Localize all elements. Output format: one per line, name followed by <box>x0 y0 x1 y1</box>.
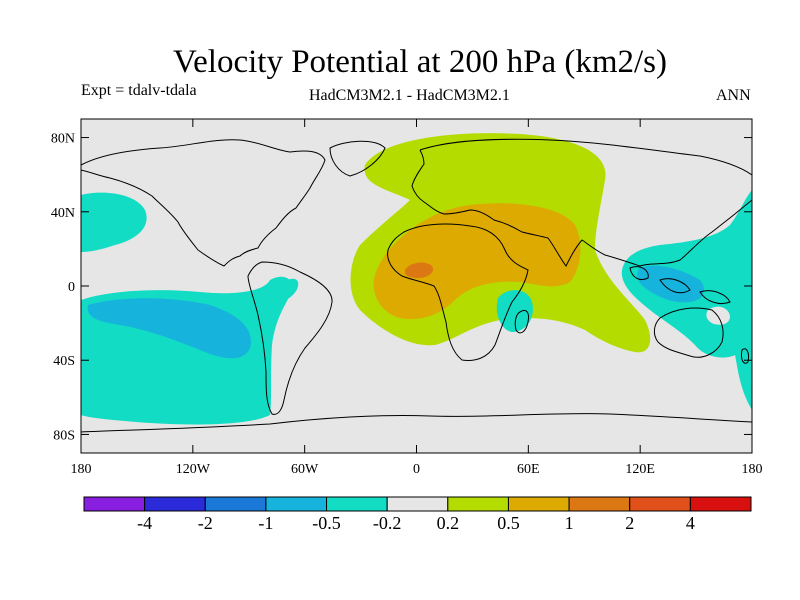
colorbar-swatch <box>568 496 631 512</box>
lon-tick-label: 120W <box>176 462 211 477</box>
lon-tick-label: 60W <box>291 462 319 477</box>
colorbar-swatch <box>265 496 328 512</box>
colorbar-swatch <box>83 496 146 512</box>
lon-tick-label: 0 <box>413 462 420 477</box>
colorbar-label: 1 <box>565 513 574 533</box>
lon-tick-label: 60E <box>517 462 540 477</box>
moderate-negative-region-west-pacific <box>637 265 705 303</box>
neutral-hole-west-pacific <box>706 306 730 325</box>
lon-tick-label: 120E <box>625 462 655 477</box>
colorbar-label: -1 <box>258 513 273 533</box>
colorbar-label: -2 <box>198 513 213 533</box>
colorbar-swatch <box>144 496 206 512</box>
models-label: HadCM3M2.1 - HadCM3M2.1 <box>309 87 510 104</box>
maritime-continent-coastline <box>629 266 731 305</box>
africa-coastline <box>387 223 529 361</box>
negative-region-indian-ocean <box>496 290 533 332</box>
south-america-coastline <box>247 261 333 415</box>
colorbar-swatch <box>447 496 509 512</box>
north-america-coastline <box>81 139 326 267</box>
lat-tick-label: 80N <box>51 132 75 147</box>
colorbar-swatch <box>386 496 449 512</box>
colorbar-label: 0.5 <box>497 513 520 533</box>
contour-fields <box>81 133 752 425</box>
colorbar-swatch <box>629 496 691 512</box>
strong-positive-region <box>404 262 434 278</box>
experiment-label: Expt = tdalv-tdala <box>81 82 197 99</box>
negative-region-south-atlantic <box>275 278 299 302</box>
new-zealand-coastline <box>741 348 749 364</box>
lat-tick-label: 80S <box>53 428 75 443</box>
negative-region-north-pacific <box>81 192 147 252</box>
colorbar-label: 0.2 <box>437 513 460 533</box>
colorbar-swatch <box>507 496 570 512</box>
map-axes: 80N 40N 0 40S 80S 180 120W 60W 0 60E 120E 180 <box>51 119 763 477</box>
colorbar-label: -0.5 <box>312 513 341 533</box>
map-title: Velocity Potential at 200 hPa (km2/s) <box>172 44 668 80</box>
lat-tick-label: 40S <box>53 354 75 369</box>
eurasia-coastline <box>411 138 752 267</box>
colorbar-swatch <box>204 496 267 512</box>
colorbar: -4 -2 -1 -0.5 -0.2 0.2 0.5 1 2 4 <box>83 496 752 533</box>
lon-tick-label: 180 <box>71 462 92 477</box>
negative-region-east-pacific <box>81 276 293 425</box>
colorbar-swatch <box>689 496 752 512</box>
lat-tick-label: 0 <box>68 280 75 295</box>
australia-coastline <box>653 307 724 358</box>
coastlines <box>81 138 752 433</box>
colorbar-swatch <box>326 496 388 512</box>
colorbar-label: -4 <box>137 513 152 533</box>
moderate-negative-region-east-pacific <box>87 298 251 359</box>
greenland-coastline <box>329 140 386 177</box>
colorbar-label: -0.2 <box>373 513 402 533</box>
season-label: ANN <box>716 87 751 104</box>
moderate-positive-region <box>373 203 581 320</box>
antarctica-coastline <box>81 413 752 433</box>
colorbar-label: 4 <box>686 513 695 533</box>
lat-tick-label: 40N <box>51 206 75 221</box>
madagascar-coastline <box>514 309 529 334</box>
lon-tick-label: 180 <box>742 462 763 477</box>
colorbar-label: 2 <box>625 513 634 533</box>
